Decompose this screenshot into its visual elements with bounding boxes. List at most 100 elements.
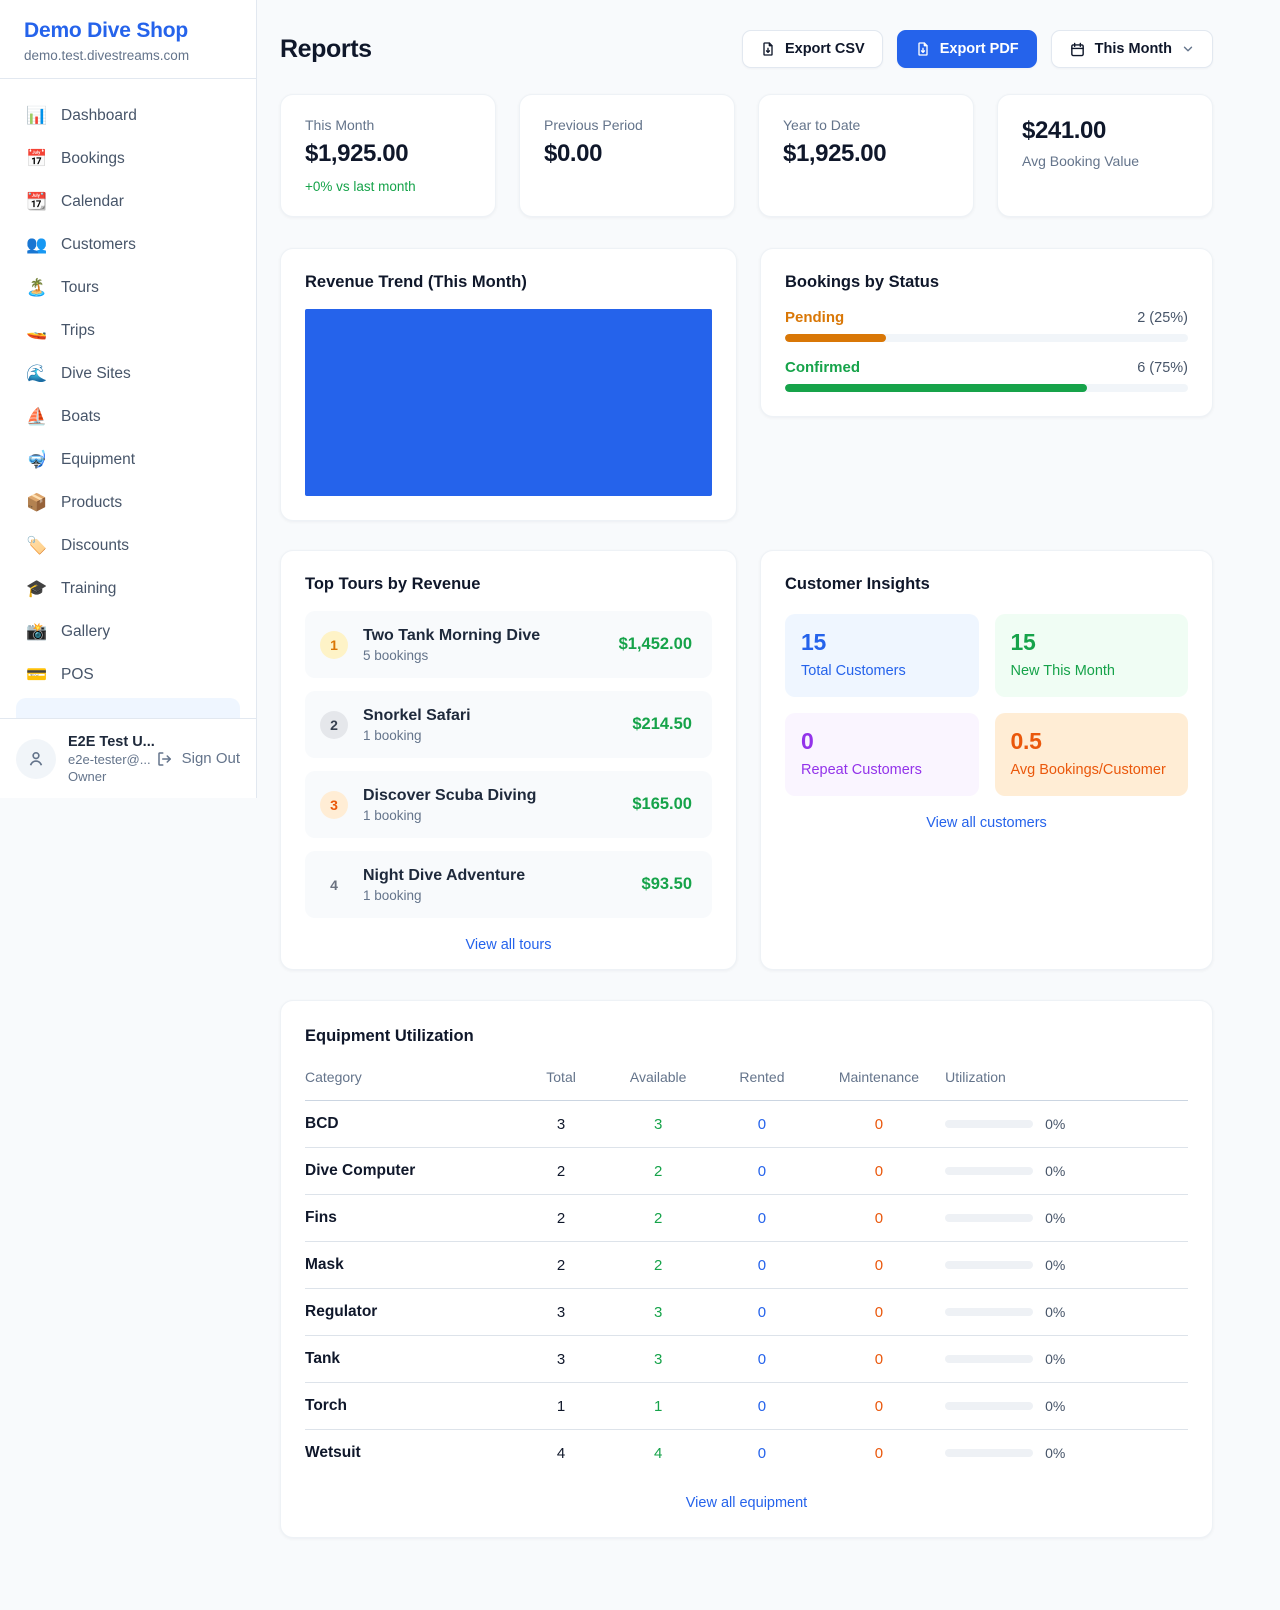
tour-revenue: $214.50 <box>632 715 692 733</box>
tour-bookings-count: 1 booking <box>363 887 422 903</box>
revenue-trend-card: Revenue Trend (This Month) <box>280 248 737 521</box>
sidebar-item-gallery[interactable]: 📸 Gallery <box>16 610 240 653</box>
top-actions: Export CSV Export PDF This Month <box>741 30 1213 68</box>
stat-card-year-to-date: Year to Date $1,925.00 <box>758 94 974 217</box>
insight-value: 15 <box>801 629 826 655</box>
charts-row: Revenue Trend (This Month) Bookings by S… <box>280 248 1213 521</box>
cell-utilization: 0% <box>945 1241 1188 1289</box>
cell-maintenance: 0 <box>812 1382 946 1430</box>
products-icon: 📦 <box>26 493 48 512</box>
cell-rented: 0 <box>711 1382 813 1430</box>
utilization-percent: 0% <box>1045 1398 1066 1414</box>
tour-name: Discover Scuba Diving <box>363 786 537 804</box>
utilization-bar <box>945 1120 1034 1128</box>
sidebar-item-boats[interactable]: ⛵ Boats <box>16 395 240 438</box>
period-dropdown[interactable]: This Month <box>1050 30 1213 68</box>
tour-name: Snorkel Safari <box>363 706 471 724</box>
cell-rented: 0 <box>711 1147 813 1195</box>
calendar-icon <box>1070 42 1084 56</box>
customer-insights-card: Customer Insights 15 Total Customers 15 New… <box>760 550 1213 970</box>
tour-bookings-count: 5 bookings <box>363 647 429 663</box>
sidebar-nav: 📊 Dashboard 📅 Bookings 📆 Calendar 👥 Customers 🏝️… <box>0 79 256 696</box>
equipment-utilization-card: Equipment Utilization Category Total Avail… <box>280 1000 1213 1538</box>
view-all-equipment-link[interactable]: View all equipment <box>685 1495 808 1511</box>
stat-value: $241.00 <box>1022 117 1106 144</box>
sidebar-item-equipment[interactable]: 🤿 Equipment <box>16 438 240 481</box>
equipment-table: Category Total Available Rented Maintenance U… <box>305 1063 1188 1476</box>
tour-row-discover-scuba-diving: 3 Discover Scuba Diving 1 booking $165.00 <box>305 771 712 838</box>
sidebar-item-products[interactable]: 📦 Products <box>16 481 240 524</box>
status-bar-fill <box>785 334 886 342</box>
utilization-percent: 0% <box>1045 1210 1066 1226</box>
shop-domain: demo.test.divestreams.com <box>24 48 190 63</box>
export-csv-button[interactable]: Export CSV <box>741 30 883 68</box>
insight-value: 0 <box>801 728 814 754</box>
page-title: Reports <box>280 34 372 63</box>
cell-maintenance: 0 <box>812 1335 946 1383</box>
sidebar-item-dashboard[interactable]: 📊 Dashboard <box>16 94 240 137</box>
cell-rented: 0 <box>711 1335 813 1383</box>
stat-value: $0.00 <box>544 140 603 167</box>
view-all-tours-link[interactable]: View all tours <box>465 937 552 953</box>
status-bar-fill <box>785 384 1088 392</box>
customers-icon: 👥 <box>26 235 48 254</box>
cell-total: 2 <box>516 1147 606 1195</box>
sidebar-item-training[interactable]: 🎓 Training <box>16 567 240 610</box>
insight-tile-avg-bookings-customer: 0.5 Avg Bookings/Customer <box>994 713 1188 796</box>
tour-bookings-count: 1 booking <box>363 727 422 743</box>
sidebar-item-customers[interactable]: 👥 Customers <box>16 223 240 266</box>
stat-cards: This Month $1,925.00 +0% vs last month Prev… <box>280 94 1213 217</box>
sidebar-item-calendar[interactable]: 📆 Calendar <box>16 180 240 223</box>
user-panel: E2E Test U... e2e-tester@... Owner Sign … <box>0 718 256 798</box>
cell-category: Regulator <box>305 1288 517 1336</box>
dashboard-icon: 📊 <box>26 106 48 125</box>
sign-out-button[interactable]: Sign Out <box>156 750 240 768</box>
cell-rented: 0 <box>757 1444 767 1462</box>
discounts-icon: 🏷️ <box>26 536 48 555</box>
bookings-icon: 📅 <box>26 149 48 168</box>
topbar: Reports Export CSV Export PDF This Month <box>280 29 1213 69</box>
rank-badge: 2 <box>320 710 348 739</box>
sidebar-item-label: Gallery <box>61 623 111 640</box>
top-tours-card: Top Tours by Revenue 1 Two Tank Morning D… <box>280 550 737 970</box>
tour-name: Night Dive Adventure <box>363 866 526 884</box>
utilization-bar <box>945 1308 1034 1316</box>
utilization-bar <box>945 1449 1034 1457</box>
export-pdf-button[interactable]: Export PDF <box>896 30 1037 68</box>
user-name: E2E Test U... <box>68 733 155 750</box>
stat-value: $1,925.00 <box>783 140 887 167</box>
sidebar-item-tours[interactable]: 🏝️ Tours <box>16 266 240 309</box>
stat-card-avg-booking-value: $241.00 Avg Booking Value <box>997 94 1213 217</box>
sidebar-item-trips[interactable]: 🚤 Trips <box>16 309 240 352</box>
sidebar-item-pos[interactable]: 💳 POS <box>16 653 240 696</box>
column-header-utilization: Utilization <box>945 1063 1188 1101</box>
table-row: Wetsuit 4 4 0 0 0% <box>305 1430 1188 1477</box>
export-pdf-label: Export PDF <box>939 41 1019 57</box>
sidebar-item-discounts[interactable]: 🏷️ Discounts <box>16 524 240 567</box>
dive-sites-icon: 🌊 <box>26 364 48 383</box>
sidebar-item-bookings[interactable]: 📅 Bookings <box>16 137 240 180</box>
cell-category: Torch <box>305 1382 517 1430</box>
equipment-icon: 🤿 <box>26 450 48 469</box>
sidebar-item-label: POS <box>61 666 94 683</box>
utilization-bar <box>945 1214 1034 1222</box>
status-rows: Pending 2 (25%) Confirmed 6 (75%) <box>785 309 1188 392</box>
utilization-bar <box>945 1261 1034 1269</box>
sidebar-item-label: Bookings <box>61 150 125 167</box>
trips-icon: 🚤 <box>26 321 48 340</box>
revenue-trend-title: Revenue Trend (This Month) <box>305 273 527 291</box>
sidebar-item-dive-sites[interactable]: 🌊 Dive Sites <box>16 352 240 395</box>
sidebar-item-label: Training <box>61 580 117 597</box>
insights-row: Top Tours by Revenue 1 Two Tank Morning D… <box>280 550 1213 970</box>
brand: Demo Dive Shop demo.test.divestreams.com <box>0 0 256 79</box>
column-header-available: Available <box>605 1063 712 1101</box>
avatar <box>16 738 56 779</box>
status-row-pending: Pending 2 (25%) <box>785 309 1188 342</box>
sidebar-item-label: Dive Sites <box>61 365 131 382</box>
status-count: 2 (25%) <box>1137 310 1188 326</box>
cell-available: 2 <box>605 1194 712 1242</box>
status-bar-track <box>785 384 1188 392</box>
view-all-customers-link[interactable]: View all customers <box>926 815 1047 831</box>
rank-badge: 4 <box>330 876 338 893</box>
cell-available: 3 <box>605 1335 712 1383</box>
